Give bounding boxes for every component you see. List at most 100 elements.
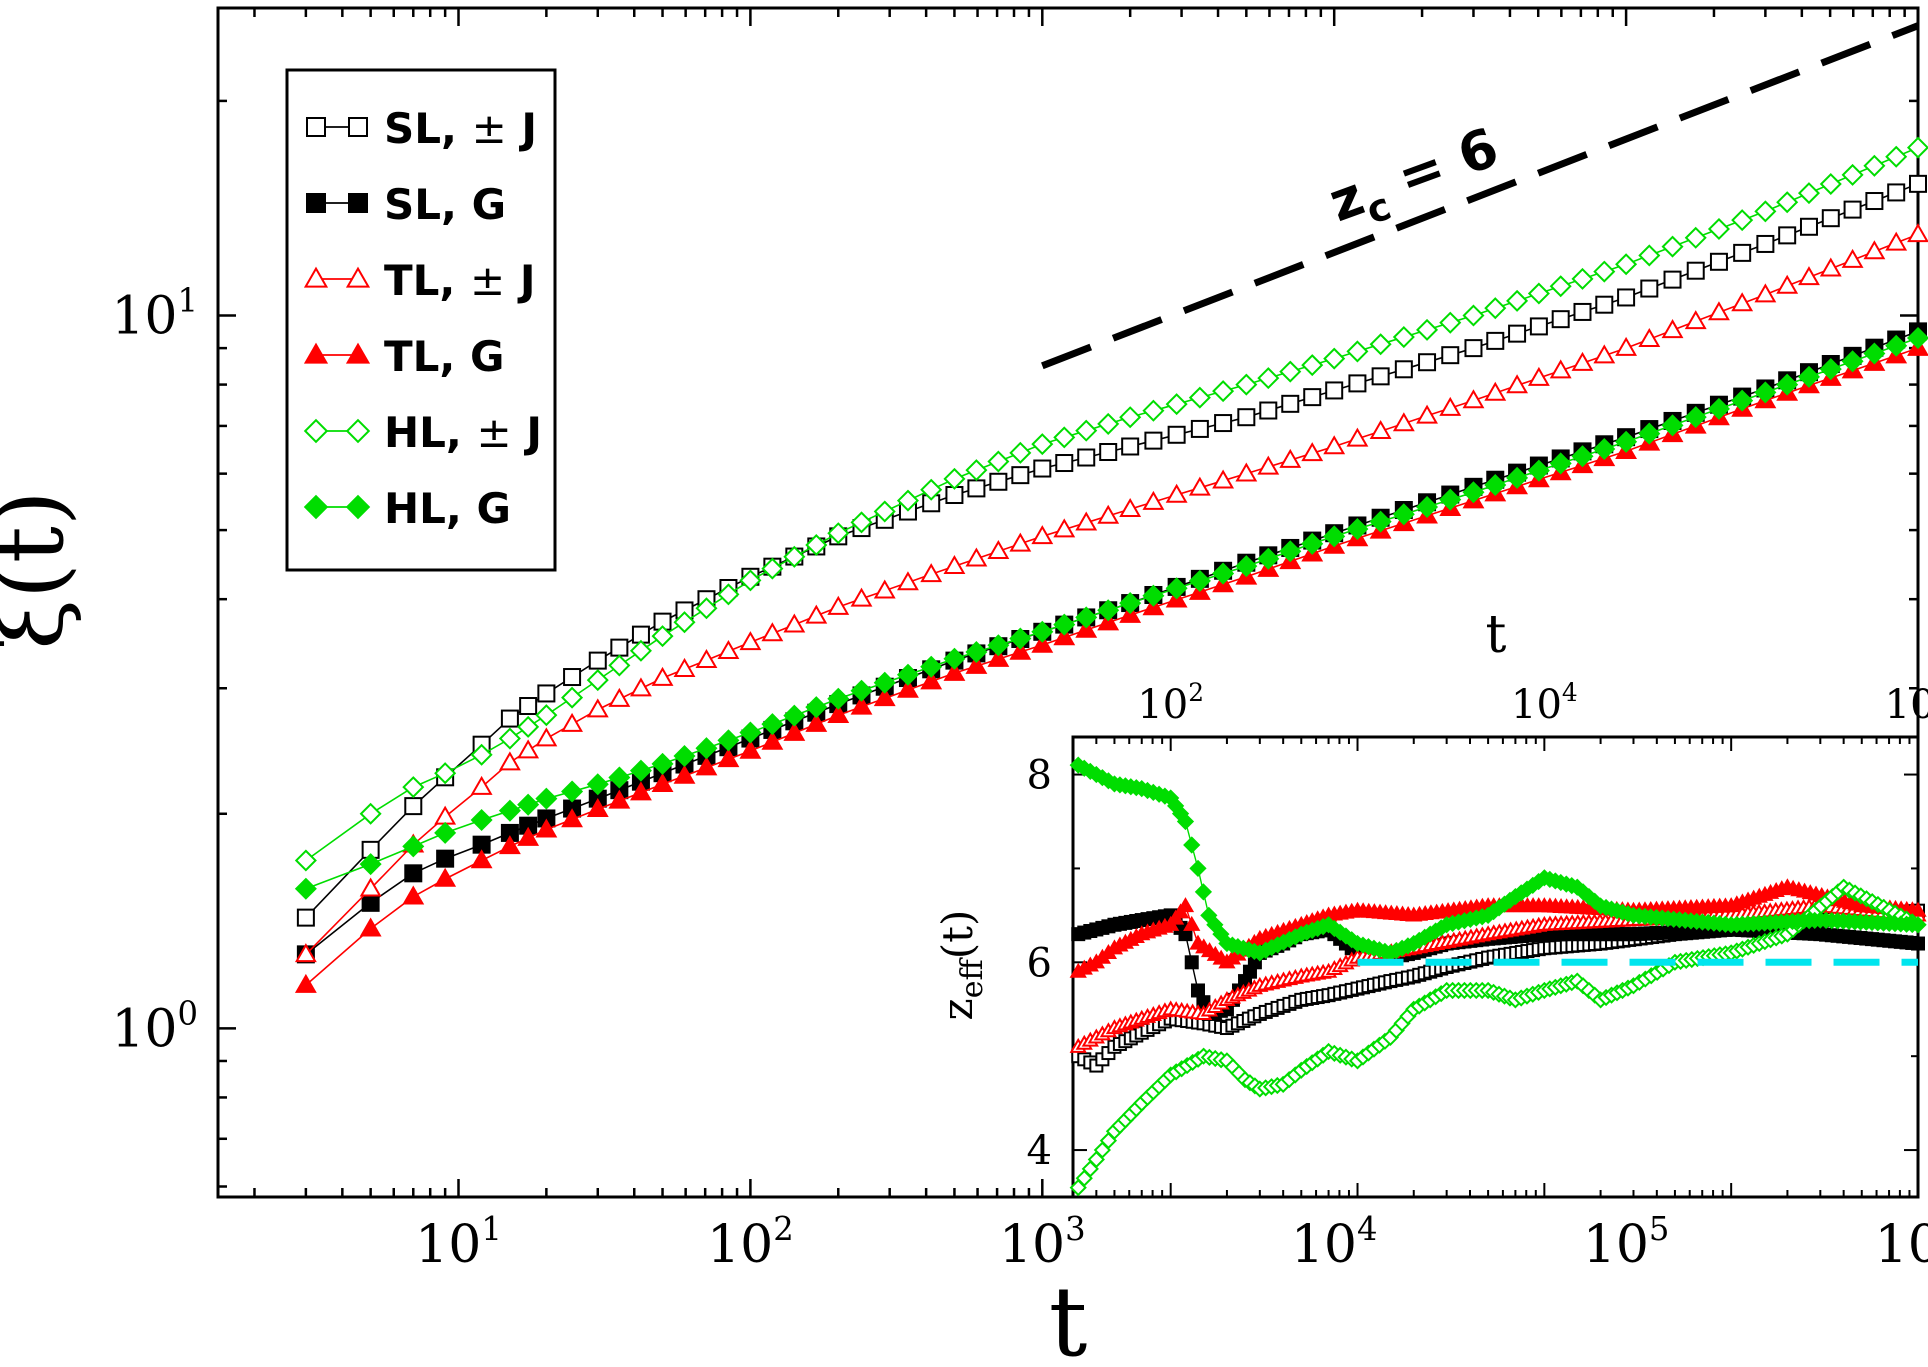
data-point bbox=[361, 893, 380, 912]
inset-x-tick-label: 102 bbox=[1137, 678, 1204, 728]
data-point bbox=[1257, 367, 1280, 390]
data-point bbox=[1121, 437, 1140, 456]
data-point bbox=[1259, 401, 1278, 420]
data-point bbox=[629, 639, 652, 662]
data-point bbox=[1053, 518, 1076, 538]
data-point bbox=[1053, 613, 1076, 636]
data-point bbox=[783, 704, 806, 727]
data-point bbox=[1303, 388, 1322, 407]
data-point bbox=[1486, 331, 1505, 350]
inset-x-axis-title: t bbox=[1486, 605, 1507, 665]
data-point bbox=[1394, 360, 1413, 379]
data-point bbox=[1527, 459, 1550, 482]
legend-marker bbox=[303, 494, 329, 520]
inset-data-point bbox=[1183, 836, 1201, 854]
inset-data-point bbox=[1184, 955, 1199, 970]
data-point bbox=[470, 849, 493, 869]
data-point bbox=[739, 721, 762, 744]
data-point bbox=[498, 799, 521, 822]
inset-data-point bbox=[1194, 883, 1213, 901]
data-point bbox=[1323, 435, 1346, 455]
data-point bbox=[873, 687, 896, 707]
data-point bbox=[717, 748, 740, 768]
data-point bbox=[965, 459, 988, 482]
data-point bbox=[586, 669, 609, 692]
data-point bbox=[1484, 474, 1507, 497]
data-point bbox=[987, 540, 1010, 560]
data-point bbox=[739, 631, 762, 651]
data-point bbox=[1506, 466, 1529, 489]
data-point bbox=[1776, 274, 1799, 294]
legend-entry: SL, G bbox=[306, 180, 506, 229]
data-point bbox=[1615, 336, 1638, 356]
data-point bbox=[1571, 351, 1594, 371]
data-point bbox=[805, 604, 828, 624]
legend-entry: SL, ± J bbox=[306, 104, 537, 153]
data-point bbox=[1075, 419, 1098, 442]
x-tick-label: 102 bbox=[707, 1210, 794, 1275]
data-point bbox=[402, 776, 425, 799]
data-point bbox=[761, 622, 784, 642]
data-point bbox=[1462, 389, 1485, 409]
data-point bbox=[1235, 462, 1258, 482]
data-point bbox=[402, 835, 425, 858]
data-point bbox=[1462, 481, 1485, 504]
data-point bbox=[1167, 425, 1186, 444]
data-point bbox=[1097, 599, 1120, 622]
data-point bbox=[673, 611, 696, 634]
data-point bbox=[1906, 326, 1928, 349]
data-point bbox=[1506, 289, 1529, 312]
data-point bbox=[1009, 532, 1032, 552]
data-point bbox=[404, 797, 423, 816]
data-point bbox=[1055, 454, 1074, 473]
data-point bbox=[1686, 261, 1705, 280]
data-point bbox=[359, 917, 382, 937]
data-point bbox=[1031, 433, 1054, 456]
data-point bbox=[296, 908, 315, 927]
data-point bbox=[1819, 173, 1842, 196]
data-point bbox=[1708, 301, 1730, 321]
data-point bbox=[1075, 511, 1098, 531]
legend: SL, ± J SL, G TL, ± J TL, G HL, ± J HL, G bbox=[285, 68, 557, 572]
data-point bbox=[1661, 319, 1684, 339]
data-point bbox=[651, 773, 674, 793]
data-point bbox=[1593, 437, 1616, 461]
data-point bbox=[1617, 288, 1636, 307]
data-point bbox=[783, 613, 806, 633]
data-point bbox=[294, 973, 317, 993]
legend-marker bbox=[345, 494, 371, 520]
data-point bbox=[1346, 427, 1369, 447]
data-point bbox=[761, 730, 784, 750]
data-point bbox=[1733, 243, 1752, 262]
legend-marker bbox=[345, 342, 371, 364]
data-point bbox=[498, 751, 521, 771]
data-point bbox=[1573, 302, 1592, 321]
main-plot: 101102103104105106100101tξ(t)zc = 6 bbox=[0, 6, 1928, 1367]
data-point bbox=[1097, 504, 1120, 524]
data-point bbox=[651, 625, 674, 648]
data-point bbox=[1418, 353, 1437, 372]
data-point bbox=[561, 808, 583, 828]
x-tick-label: 105 bbox=[1583, 1210, 1670, 1275]
data-point bbox=[519, 697, 538, 716]
data-point bbox=[987, 647, 1010, 667]
data-point bbox=[1439, 396, 1462, 416]
data-point bbox=[943, 647, 966, 670]
data-point bbox=[1776, 191, 1799, 214]
data-point bbox=[1843, 200, 1862, 219]
data-point bbox=[1776, 373, 1799, 396]
data-point bbox=[1640, 279, 1659, 298]
data-point bbox=[434, 821, 457, 844]
data-point bbox=[470, 775, 493, 795]
data-point bbox=[1165, 577, 1188, 600]
data-point bbox=[1754, 200, 1777, 223]
data-point bbox=[535, 787, 558, 810]
data-point bbox=[673, 764, 696, 784]
data-point bbox=[965, 640, 988, 664]
data-point bbox=[987, 634, 1010, 657]
series-hl-g bbox=[294, 326, 1928, 900]
legend-entry: HL, G bbox=[303, 484, 511, 533]
x-tick-label: 106 bbox=[1875, 1210, 1928, 1275]
data-point bbox=[965, 547, 988, 567]
